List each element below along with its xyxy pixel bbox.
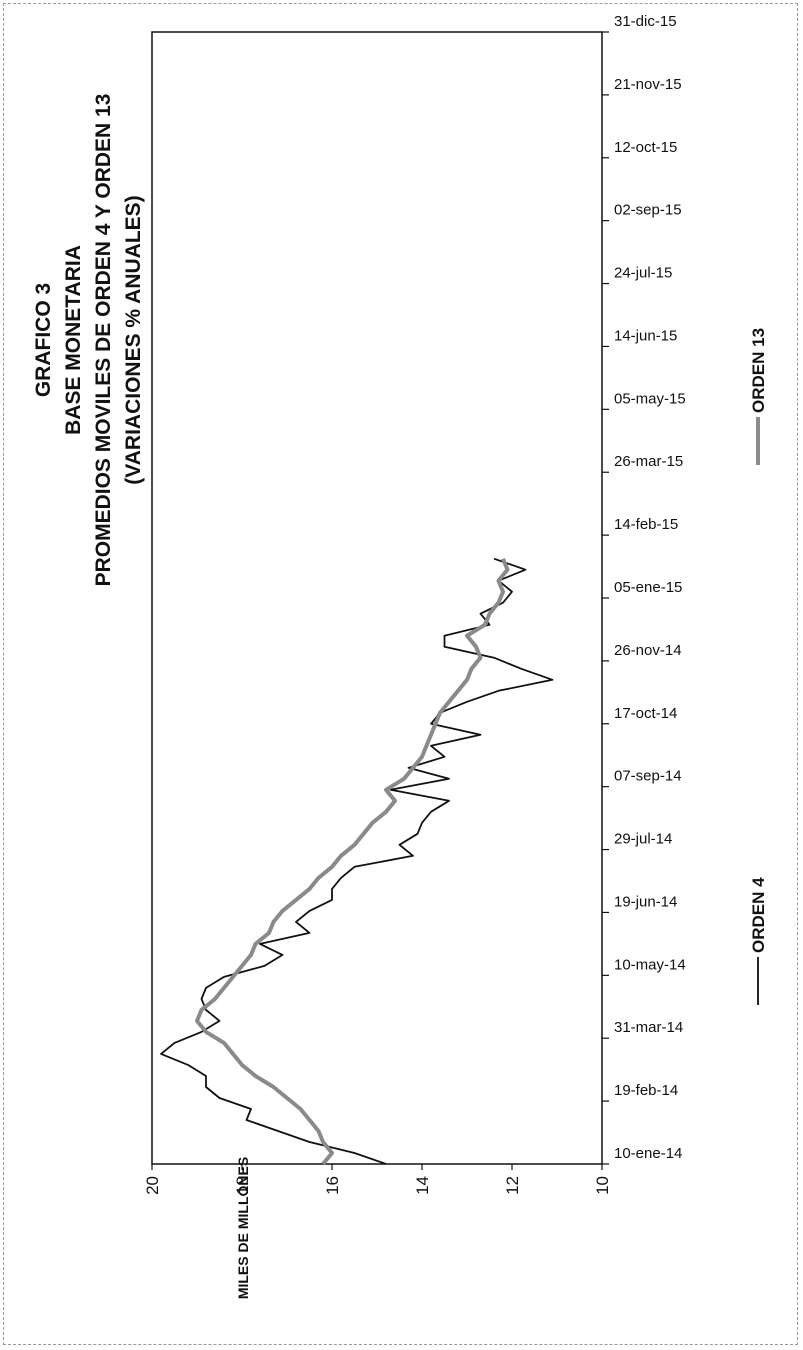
x-tick-label: 14-jun-15 (614, 327, 677, 344)
series-line-orden-13 (195, 557, 510, 1166)
chart-subtitle-line-1: BASE MONETARIA (62, 245, 85, 435)
x-tick-label: 10-may-14 (614, 956, 686, 973)
chart-titles: GRAFICO 3 BASE MONETARIA PROMEDIOS MOVIL… (32, 94, 145, 587)
y-tick-label: 20 (143, 1176, 162, 1195)
y-axis: 20 18 16 14 12 10 (143, 1164, 612, 1195)
x-tick-label: 31-dic-15 (614, 13, 677, 30)
x-tick-label: 31-mar-14 (614, 1019, 683, 1036)
page-border (3, 3, 798, 1345)
legend: ORDEN 4 ORDEN 13 (749, 328, 768, 1005)
legend-label: ORDEN 13 (749, 328, 768, 413)
x-tick-label: 10-ene-14 (614, 1145, 682, 1162)
series-lines (160, 557, 554, 1166)
x-tick-label: 21-nov-15 (614, 76, 682, 93)
x-tick-label: 14-feb-15 (614, 516, 678, 533)
x-tick-label: 26-nov-14 (614, 642, 682, 659)
y-tick-label: 10 (593, 1176, 612, 1195)
legend-label: ORDEN 4 (749, 877, 768, 953)
x-tick-label: 17-oct-14 (614, 705, 677, 722)
y-tick-label: 14 (413, 1176, 432, 1195)
x-tick-label: 19-jun-14 (614, 893, 677, 910)
y-tick-label: 18 (233, 1176, 252, 1195)
series-line-orden-4 (160, 557, 554, 1165)
x-tick-label: 24-jul-15 (614, 265, 672, 282)
x-tick-label: 02-sep-15 (614, 202, 682, 219)
chart-subtitle-line-2: PROMEDIOS MOVILES DE ORDEN 4 Y ORDEN 13 (92, 94, 115, 587)
chart-title: GRAFICO 3 (32, 283, 55, 397)
y-tick-label: 16 (323, 1176, 342, 1195)
x-tick-label: 05-ene-15 (614, 579, 682, 596)
x-tick-label: 29-jul-14 (614, 831, 672, 848)
x-tick-label: 05-may-15 (614, 390, 686, 407)
x-axis: 10-ene-14 19-feb-14 31-mar-14 10-may-14 19-j… (602, 13, 686, 1165)
x-tick-label: 19-feb-14 (614, 1082, 678, 1099)
y-axis-label: MILES DE MILLONES (235, 1157, 251, 1299)
chart-subtitle-line-3: (VARIACIONES % ANUALES) (122, 195, 145, 484)
x-tick-label: 07-sep-14 (614, 768, 682, 785)
x-tick-label: 26-mar-15 (614, 453, 683, 470)
x-tick-label: 12-oct-15 (614, 139, 677, 156)
y-tick-label: 12 (503, 1176, 522, 1195)
